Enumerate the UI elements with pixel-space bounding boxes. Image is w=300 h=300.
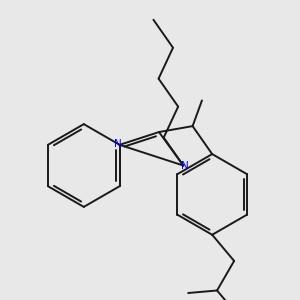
Text: N: N <box>181 160 189 170</box>
Text: N: N <box>115 139 122 149</box>
